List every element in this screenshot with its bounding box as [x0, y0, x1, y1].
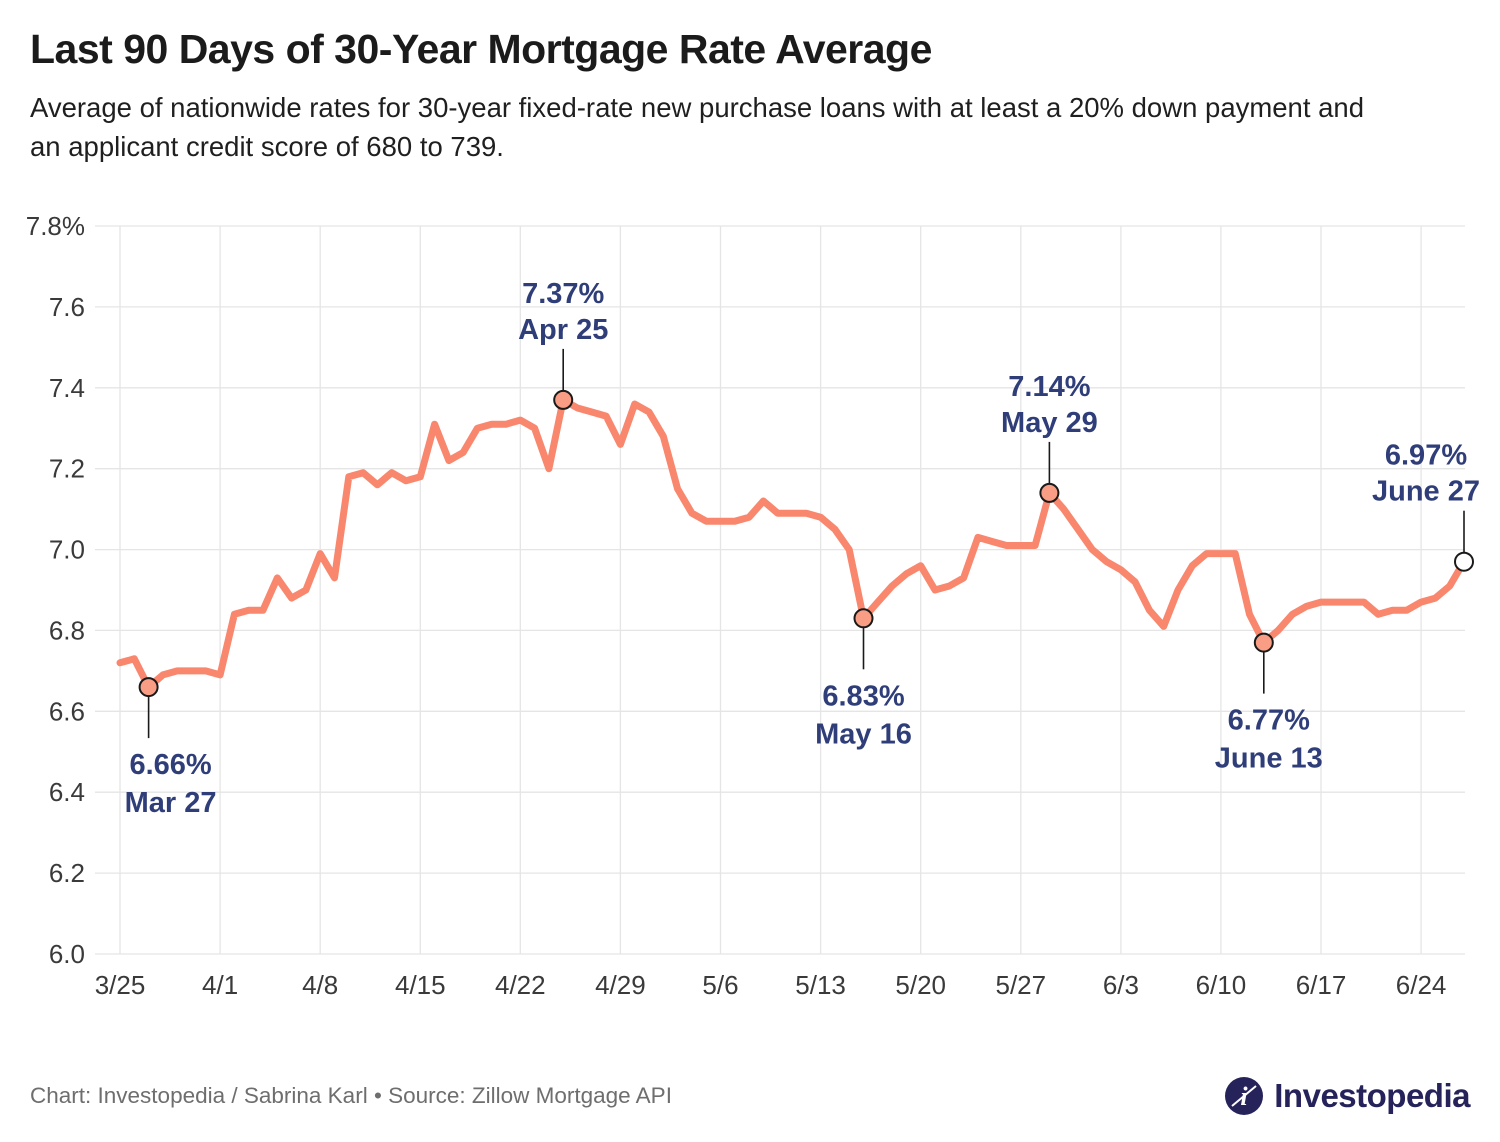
annotation-value: 7.37% [522, 278, 604, 310]
y-tick-label: 7.6 [49, 292, 85, 322]
annotation-value: 6.97% [1385, 440, 1467, 472]
x-tick-label: 5/27 [995, 970, 1046, 1000]
chart-header: Last 90 Days of 30-Year Mortgage Rate Av… [0, 0, 1500, 166]
annotation-date: Mar 27 [125, 787, 217, 819]
data-point-marker [1253, 632, 1274, 653]
data-point-marker [1039, 483, 1060, 504]
data-point-marker [853, 608, 874, 629]
x-tick-label: 4/29 [595, 970, 646, 1000]
y-tick-label: 7.0 [49, 535, 85, 565]
annotation-date: June 13 [1215, 743, 1323, 775]
chart-credit: Chart: Investopedia / Sabrina Karl • Sou… [30, 1083, 672, 1108]
x-tick-label: 6/17 [1296, 970, 1347, 1000]
investopedia-logo-icon: i [1225, 1077, 1264, 1115]
x-tick-label: 5/13 [795, 970, 846, 1000]
annotation-value: 6.77% [1228, 705, 1310, 737]
investopedia-wordmark: Investopedia [1274, 1077, 1470, 1114]
x-tick-label: 6/3 [1103, 970, 1139, 1000]
y-tick-label: 7.4 [49, 373, 85, 403]
annotation-value: 6.83% [822, 680, 904, 712]
mortgage-rate-line-chart: 6.0 6.2 6.4 6.6 6.8 7.0 7.2 7.4 7.6 7.8% 3/25 4/1 4/… [26, 211, 1480, 1000]
x-tick-label: 5/6 [702, 970, 738, 1000]
y-tick-label: 6.6 [49, 696, 85, 726]
svg-text:i: i [1241, 1082, 1249, 1111]
x-tick-label: 4/1 [202, 970, 238, 1000]
annotation-date: June 27 [1372, 476, 1480, 508]
x-tick-label: 6/10 [1196, 970, 1247, 1000]
annotation-date: May 29 [1001, 407, 1098, 439]
chart-footer: Chart: Investopedia / Sabrina Karl • Sou… [0, 1076, 1500, 1142]
x-tick-label: 6/24 [1396, 970, 1447, 1000]
annotation-value: 6.66% [129, 749, 211, 781]
y-tick-label: 6.4 [49, 777, 85, 807]
y-tick-label: 7.2 [49, 454, 85, 484]
y-tick-label: 6.8 [49, 616, 85, 646]
data-point-marker [138, 677, 159, 698]
data-point-marker [1454, 551, 1474, 572]
x-tick-label: 4/8 [302, 970, 338, 1000]
annotation-value: 7.14% [1008, 371, 1090, 403]
grid [95, 225, 1465, 955]
x-tick-label: 4/22 [495, 970, 546, 1000]
annotation-date: Apr 25 [518, 314, 608, 346]
investopedia-logo: i Investopedia [1224, 1076, 1470, 1116]
y-tick-label: 7.8% [26, 211, 85, 241]
x-tick-label: 5/20 [895, 970, 946, 1000]
chart-title: Last 90 Days of 30-Year Mortgage Rate Av… [30, 26, 932, 72]
y-tick-label: 6.2 [49, 858, 85, 888]
rate-line [116, 396, 1468, 691]
data-point-marker [553, 390, 574, 411]
chart-subtitle: Average of nationwide rates for 30-year … [30, 92, 1365, 162]
y-tick-label: 6.0 [49, 939, 85, 969]
x-tick-label: 4/15 [395, 970, 446, 1000]
x-tick-label: 3/25 [95, 970, 146, 1000]
annotation-date: May 16 [815, 718, 912, 750]
